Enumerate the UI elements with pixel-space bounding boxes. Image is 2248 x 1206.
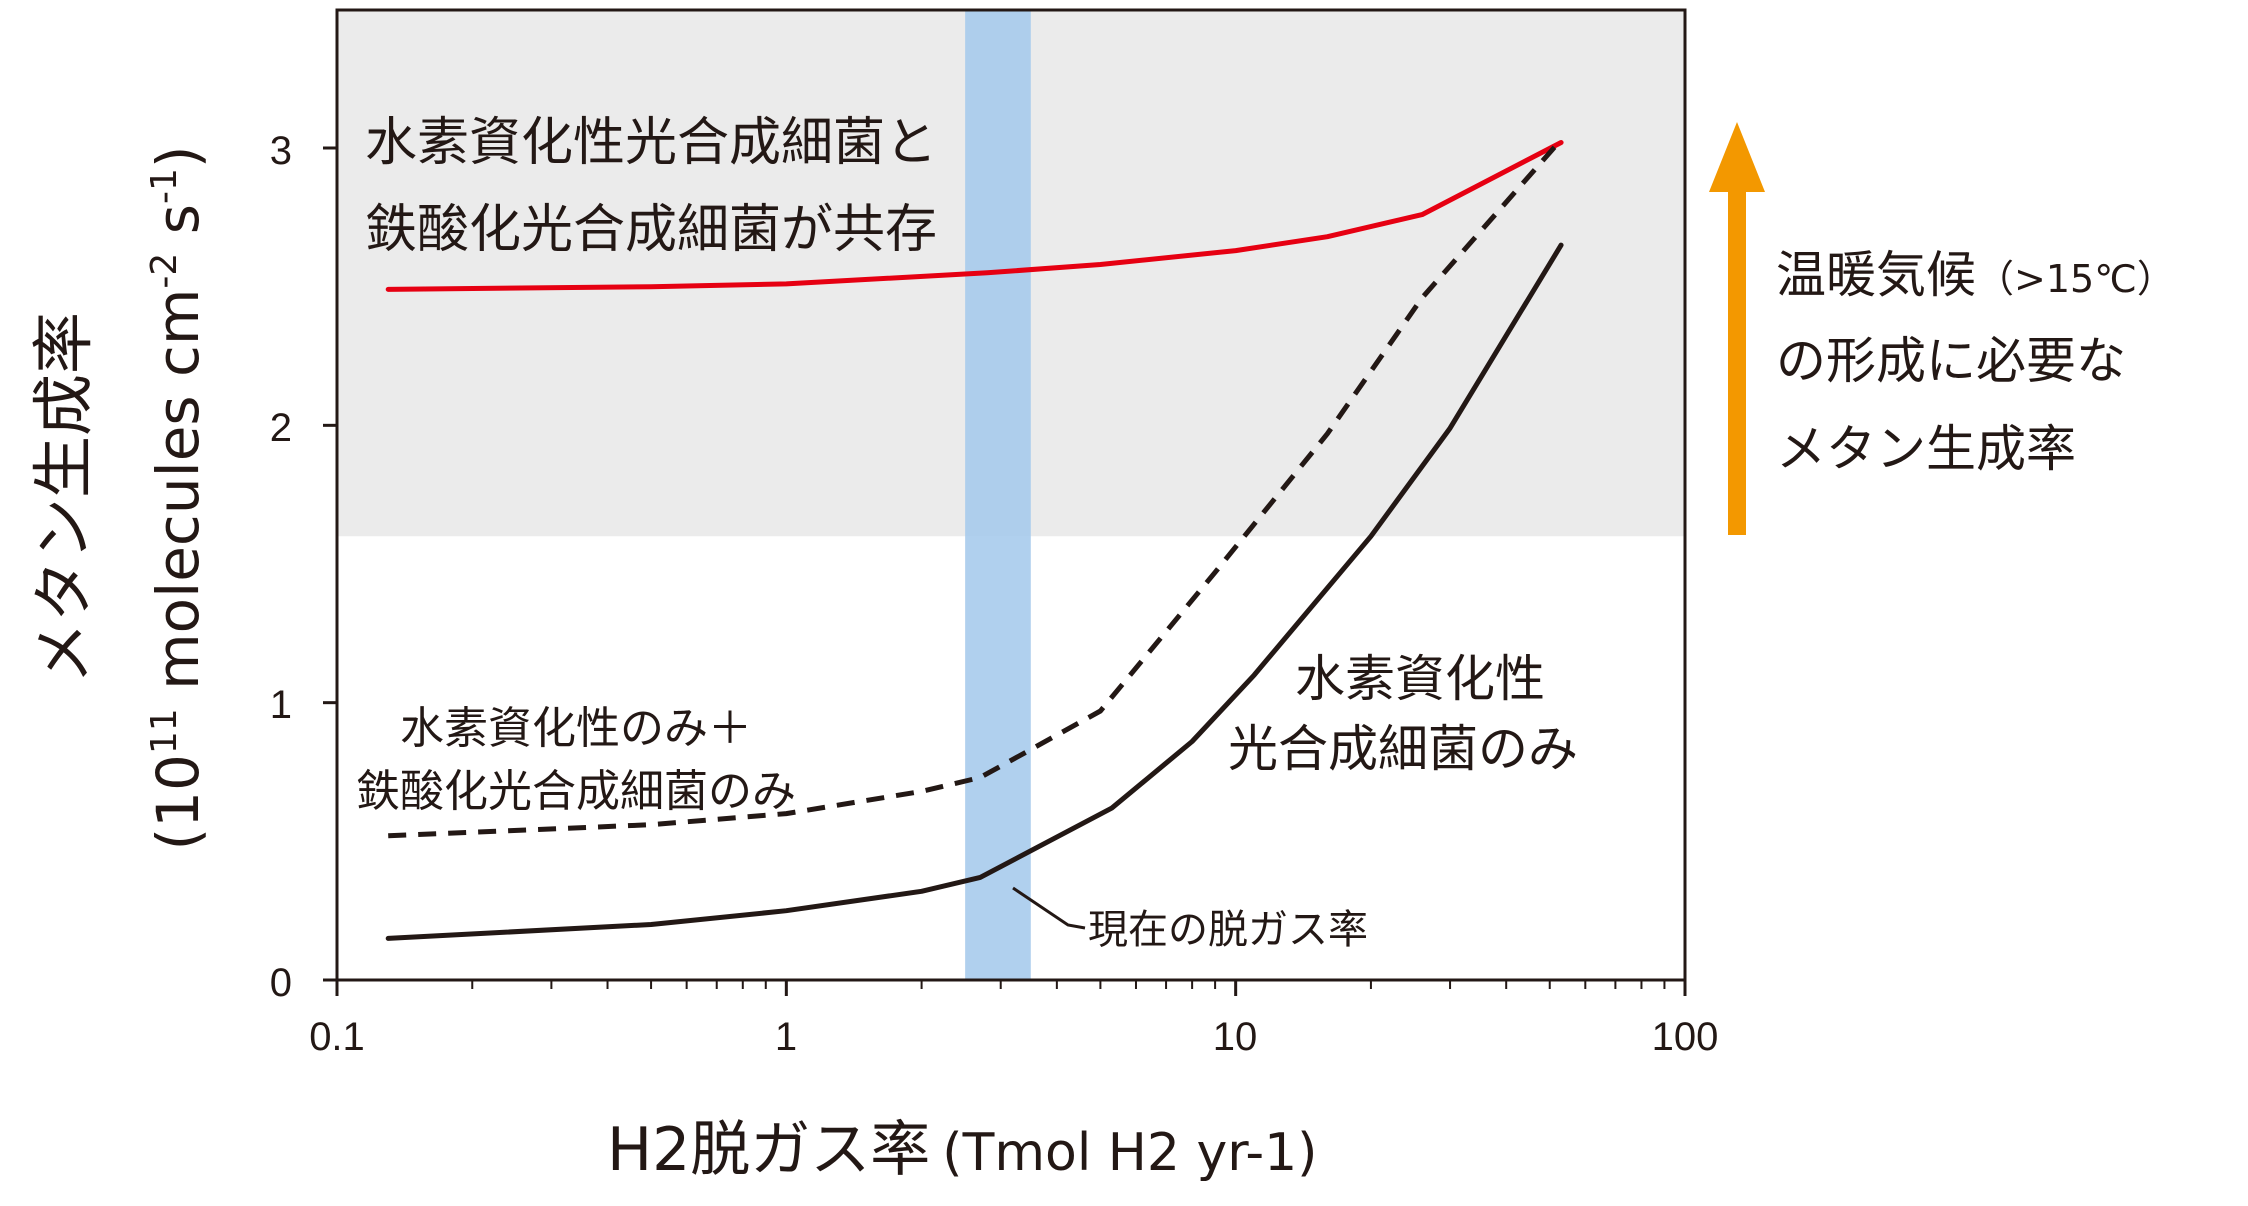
y-tick-label-1: 1: [270, 683, 292, 727]
coexist-label-line2: 鉄酸化光合成細菌が共存: [365, 200, 937, 260]
h2-plus-fe-label-line1: 水素資化性のみ＋: [400, 703, 752, 754]
coexist-label: 水素資化性光合成細菌と 鉄酸化光合成細菌が共存: [365, 113, 937, 260]
h2-only-label: 水素資化性 光合成細菌のみ: [1228, 650, 1578, 778]
arrow-head: [1709, 122, 1765, 192]
x-tick-labels: 0.1 1 10 100: [309, 1015, 1718, 1059]
warm-climate-note: 温暖気候（>15℃） の形成に必要な メタン生成率: [1776, 246, 2175, 478]
h2-only-label-line2: 光合成細菌のみ: [1228, 720, 1578, 778]
series-line-h2-plus-fe: [388, 138, 1563, 839]
current-degassing-label: 現在の脱ガス率: [1088, 907, 1368, 953]
y-tick-labels: 0 1 2 3: [270, 129, 292, 1005]
current-degassing-leader-line: [1012, 886, 1086, 930]
warm-climate-note-line2: の形成に必要な: [1776, 332, 2126, 390]
coexist-label-line1: 水素資化性光合成細菌と: [365, 113, 937, 173]
h2-plus-fe-label-line2: 鉄酸化光合成細菌のみ: [356, 766, 796, 817]
arrow-shaft: [1728, 190, 1746, 535]
axis-ticks: [323, 146, 1687, 996]
warm-climate-arrow: [1709, 122, 1765, 535]
series-line-coexist: [385, 140, 1564, 292]
x-axis-title: H2脱ガス率 (Tmol H2 yr-1): [607, 1115, 1317, 1185]
y-tick-label-0: 0: [270, 961, 292, 1005]
warm-climate-note-line1: 温暖気候（>15℃）: [1776, 246, 2175, 304]
x-tick-label-1: 1: [775, 1015, 797, 1059]
y-tick-label-3: 3: [270, 129, 292, 173]
x-axis-title-unit: (Tmol H2 yr-1): [942, 1123, 1317, 1183]
y-axis-title-main: メタン生成率: [27, 312, 100, 684]
h2-only-label-line1: 水素資化性: [1295, 650, 1545, 708]
x-axis-title-main: H2脱ガス率: [607, 1115, 930, 1185]
y-tick-label-2: 2: [270, 406, 292, 450]
x-tick-label-10: 10: [1213, 1015, 1258, 1059]
current-degassing-band: [965, 10, 1031, 980]
warm-climate-note-line3: メタン生成率: [1776, 420, 2076, 478]
x-tick-label-100: 100: [1652, 1015, 1719, 1059]
y-axis-title-unit: (1011 molecules cm-2 s-1): [144, 145, 212, 850]
series-line-h2-only: [385, 242, 1564, 941]
h2-plus-fe-label: 水素資化性のみ＋ 鉄酸化光合成細菌のみ: [356, 703, 796, 817]
x-tick-label-0.1: 0.1: [309, 1015, 365, 1059]
plot-frame: [335, 8, 1687, 982]
